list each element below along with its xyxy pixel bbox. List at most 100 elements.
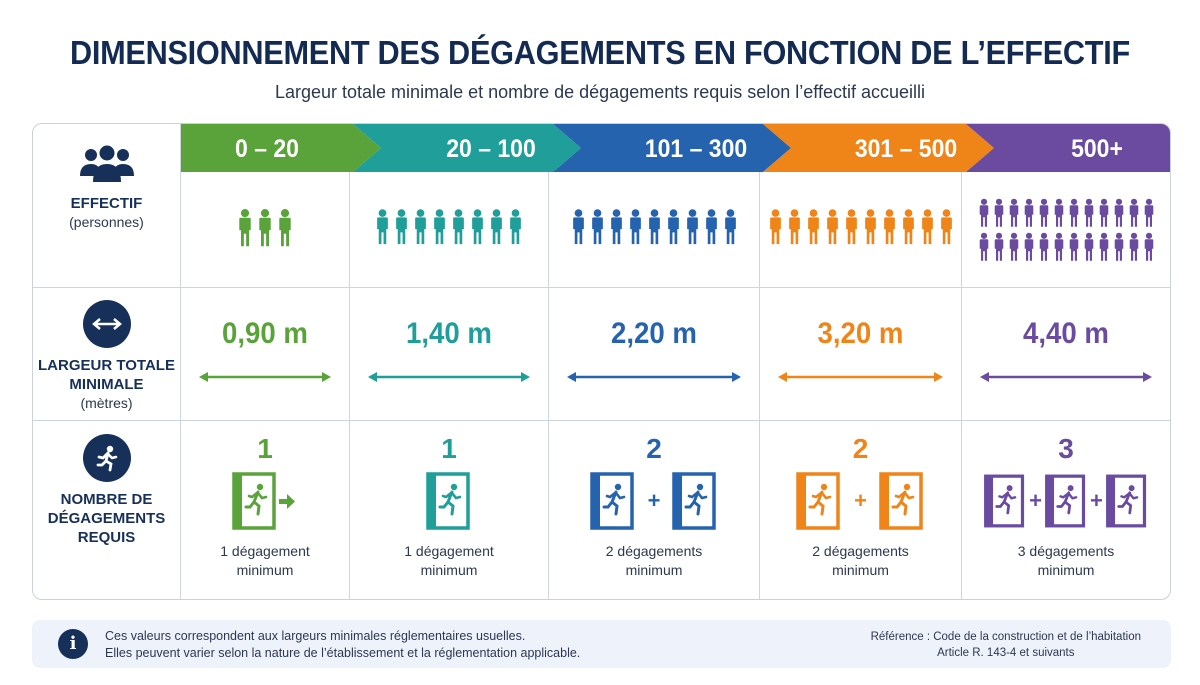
people-group-icon [77, 144, 137, 184]
person-icon [1114, 232, 1123, 261]
person-icon [1024, 232, 1033, 261]
page-title: DIMENSIONNEMENT DES DÉGAGEMENTS EN FONCT… [69, 34, 1130, 71]
footer-reference: Référence : Code de la construction et d… [871, 629, 1141, 661]
person-icon [667, 209, 679, 245]
row-divider [33, 420, 1170, 421]
range-header-1 [353, 124, 581, 172]
range-header-3 [763, 124, 994, 172]
exit-caption-line-2: minimum [1037, 562, 1095, 578]
people-cell [549, 208, 759, 246]
exits-cell: 1 1 dégagement minimum [350, 434, 548, 580]
exit-doors: + [549, 472, 759, 532]
exit-caption-line-2: minimum [625, 562, 683, 578]
person-icon [377, 209, 388, 245]
exit-caption-line-2: minimum [236, 562, 294, 578]
person-icon [1069, 198, 1078, 227]
person-icon [1024, 198, 1033, 227]
exit-door-icon [796, 472, 840, 530]
range-header-2 [553, 124, 791, 172]
width-value: 4,40 m [1023, 317, 1109, 350]
exit-doors: + [760, 472, 961, 532]
width-cell: 1,40 m [350, 317, 548, 390]
info-footer: i Ces valeurs correspondent aux largeurs… [32, 620, 1171, 668]
person-icon [1039, 232, 1048, 261]
person-icon [1039, 198, 1048, 227]
row-label-degagements-main-1: NOMBRE DE [60, 491, 153, 508]
running-person-icon [82, 434, 131, 482]
row-label-effectif: EFFECTIF (personnes) [33, 144, 180, 232]
exit-count: 2 [852, 433, 869, 464]
exit-count: 2 [646, 433, 662, 464]
exit-doors: + + [962, 472, 1170, 532]
exit-count: 1 [257, 433, 273, 464]
person-icon [648, 209, 660, 245]
exits-cell: 1 1 dégagement minimum [181, 434, 349, 580]
row-label-largeur-main-2: MINIMALE [69, 376, 144, 393]
person-icon [807, 209, 819, 245]
exit-door-icon [1045, 474, 1086, 528]
row-label-degagements: NOMBRE DE DÉGAGEMENTS REQUIS [33, 434, 180, 547]
person-icon [510, 209, 521, 245]
row-label-separator [180, 124, 181, 599]
person-icon [1069, 232, 1078, 261]
person-icon [1084, 232, 1093, 261]
person-icon [472, 209, 483, 245]
person-icon [434, 209, 445, 245]
exit-doors [350, 472, 548, 532]
person-icon [239, 209, 251, 247]
person-icon [769, 209, 781, 245]
person-icon [491, 209, 502, 245]
exit-door-icon [1105, 474, 1146, 528]
width-value: 1,40 m [406, 317, 492, 350]
row-label-largeur-main-1: LARGEUR TOTALE [38, 357, 175, 374]
column-divider [961, 172, 962, 599]
person-icon [724, 209, 736, 245]
person-icon [788, 209, 800, 245]
person-icon [1099, 198, 1108, 227]
exit-caption-line-2: minimum [420, 562, 478, 578]
exit-count: 1 [441, 433, 457, 464]
person-icon [396, 209, 407, 245]
person-icon [1144, 198, 1153, 227]
person-icon [864, 209, 876, 245]
people-cell [760, 208, 961, 246]
person-icon [921, 209, 933, 245]
person-icon [1129, 198, 1138, 227]
people-cell [350, 208, 548, 246]
exit-caption-line-1: 2 dégagements [605, 543, 703, 559]
person-icon [1129, 232, 1138, 261]
people-cell [181, 208, 349, 248]
range-label-3: 301 – 500 [854, 135, 958, 163]
person-icon [1009, 232, 1018, 261]
person-icon [453, 209, 464, 245]
width-arrow-icon [980, 372, 1152, 382]
range-header-4 [966, 124, 1170, 172]
person-icon [940, 209, 952, 245]
exit-door-icon [672, 472, 717, 530]
width-cell: 2,20 m [549, 317, 759, 390]
footer-reference-line-2: Article R. 143-4 et suivants [937, 647, 1075, 659]
width-arrow-icon [567, 372, 741, 382]
exit-caption-line-1: 2 dégagements [812, 543, 909, 559]
person-icon [1114, 198, 1123, 227]
range-label-1: 20 – 100 [446, 135, 536, 163]
range-header-0 [181, 124, 381, 172]
width-arrow-icon [778, 372, 943, 382]
person-icon [1054, 198, 1063, 227]
width-cell: 3,20 m [760, 317, 961, 390]
row-label-degagements-main-2: DÉGAGEMENTS [47, 510, 166, 527]
footer-note: Ces valeurs correspondent aux largeurs m… [105, 628, 580, 662]
exit-door-icon [879, 472, 923, 530]
person-icon [1054, 232, 1063, 261]
exit-doors [181, 472, 349, 532]
exit-door-icon [426, 472, 470, 530]
person-icon [572, 209, 584, 245]
person-icon [979, 232, 988, 261]
exit-caption-line-2: minimum [832, 562, 889, 578]
exits-cell: 2 +2 dégagements minimum [760, 434, 961, 580]
exit-caption-line-1: 1 dégagement [220, 543, 310, 559]
exit-caption-line-1: 1 dégagement [404, 543, 494, 559]
width-arrow-icon [199, 372, 331, 382]
plus-icon: + [647, 488, 661, 513]
double-arrow-icon [82, 300, 131, 348]
